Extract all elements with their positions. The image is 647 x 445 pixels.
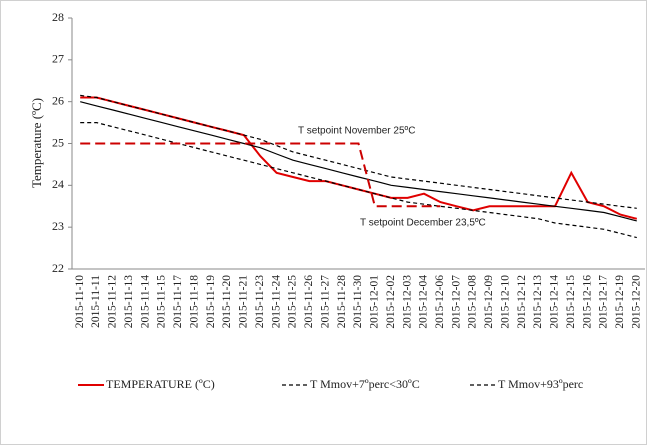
x-tick-label: 2015-12-16 — [581, 275, 593, 329]
x-tick-label: 2015-11-15 — [156, 275, 168, 328]
x-tick-label: 2015-11-28 — [336, 275, 348, 328]
annotation: T setpoint November 25ºC — [298, 126, 415, 137]
x-tick-label: 2015-12-09 — [483, 275, 495, 329]
x-tick-label: 2015-11-26 — [303, 275, 315, 328]
x-tick-label: 2015-12-19 — [614, 275, 626, 329]
x-tick-label: 2015-11-13 — [123, 275, 135, 328]
series-line — [80, 94, 637, 209]
x-tick-label: 2015-12-20 — [630, 275, 642, 329]
y-tick-label: 28 — [52, 10, 64, 24]
legend-label: T Mmov+93ºperc — [498, 377, 583, 391]
y-tick-label: 25 — [52, 135, 64, 149]
x-tick-label: 2015-12-06 — [434, 275, 446, 329]
x-tick-label: 2015-12-01 — [369, 275, 381, 329]
x-tick-label: 2015-12-14 — [549, 275, 561, 329]
x-tick-label: 2015-11-23 — [254, 275, 266, 328]
y-tick-label: 27 — [52, 52, 64, 66]
annotation: T setpoint December 23,5ºC — [360, 218, 486, 229]
x-tick-label: 2015-11-17 — [172, 275, 184, 328]
x-tick-label: 2015-11-10 — [74, 275, 86, 328]
y-tick-label: 24 — [52, 177, 64, 191]
x-tick-label: 2015-12-02 — [385, 275, 397, 329]
x-tick-label: 2015-12-12 — [516, 275, 528, 329]
x-tick-label: 2015-11-19 — [205, 275, 217, 328]
x-tick-label: 2015-12-10 — [499, 275, 511, 329]
series-line — [80, 96, 638, 220]
x-tick-label: 2015-11-27 — [319, 275, 331, 328]
legend-label: TEMPERATURE (ºC) — [106, 377, 215, 391]
series-line — [80, 101, 637, 222]
x-tick-label: 2015-12-07 — [450, 275, 462, 329]
y-axis-label: Temperature (ºC) — [29, 98, 44, 188]
legend-label: T Mmov+7ºperc<30ºC — [310, 377, 420, 391]
x-tick-label: 2015-11-21 — [238, 275, 250, 328]
x-tick-label: 2015-12-08 — [467, 275, 479, 329]
x-tick-label: 2015-11-30 — [352, 275, 364, 328]
x-tick-label: 2015-11-24 — [270, 275, 282, 328]
y-tick-label: 22 — [52, 261, 64, 275]
x-tick-label: 2015-11-20 — [221, 275, 233, 328]
x-tick-label: 2015-12-03 — [401, 275, 413, 329]
x-tick-label: 2015-11-12 — [107, 275, 119, 328]
x-tick-label: 2015-11-11 — [90, 275, 102, 328]
x-tick-label: 2015-12-15 — [565, 275, 577, 329]
x-tick-label: 2015-12-13 — [532, 275, 544, 329]
x-tick-label: 2015-12-17 — [598, 275, 610, 329]
y-tick-label: 26 — [52, 93, 64, 107]
x-tick-label: 2015-11-25 — [287, 275, 299, 328]
x-tick-label: 2015-11-18 — [188, 275, 200, 328]
x-tick-label: 2015-11-14 — [139, 275, 151, 328]
series-line — [80, 142, 441, 208]
y-tick-label: 23 — [52, 219, 64, 233]
x-tick-label: 2015-12-04 — [418, 275, 430, 329]
